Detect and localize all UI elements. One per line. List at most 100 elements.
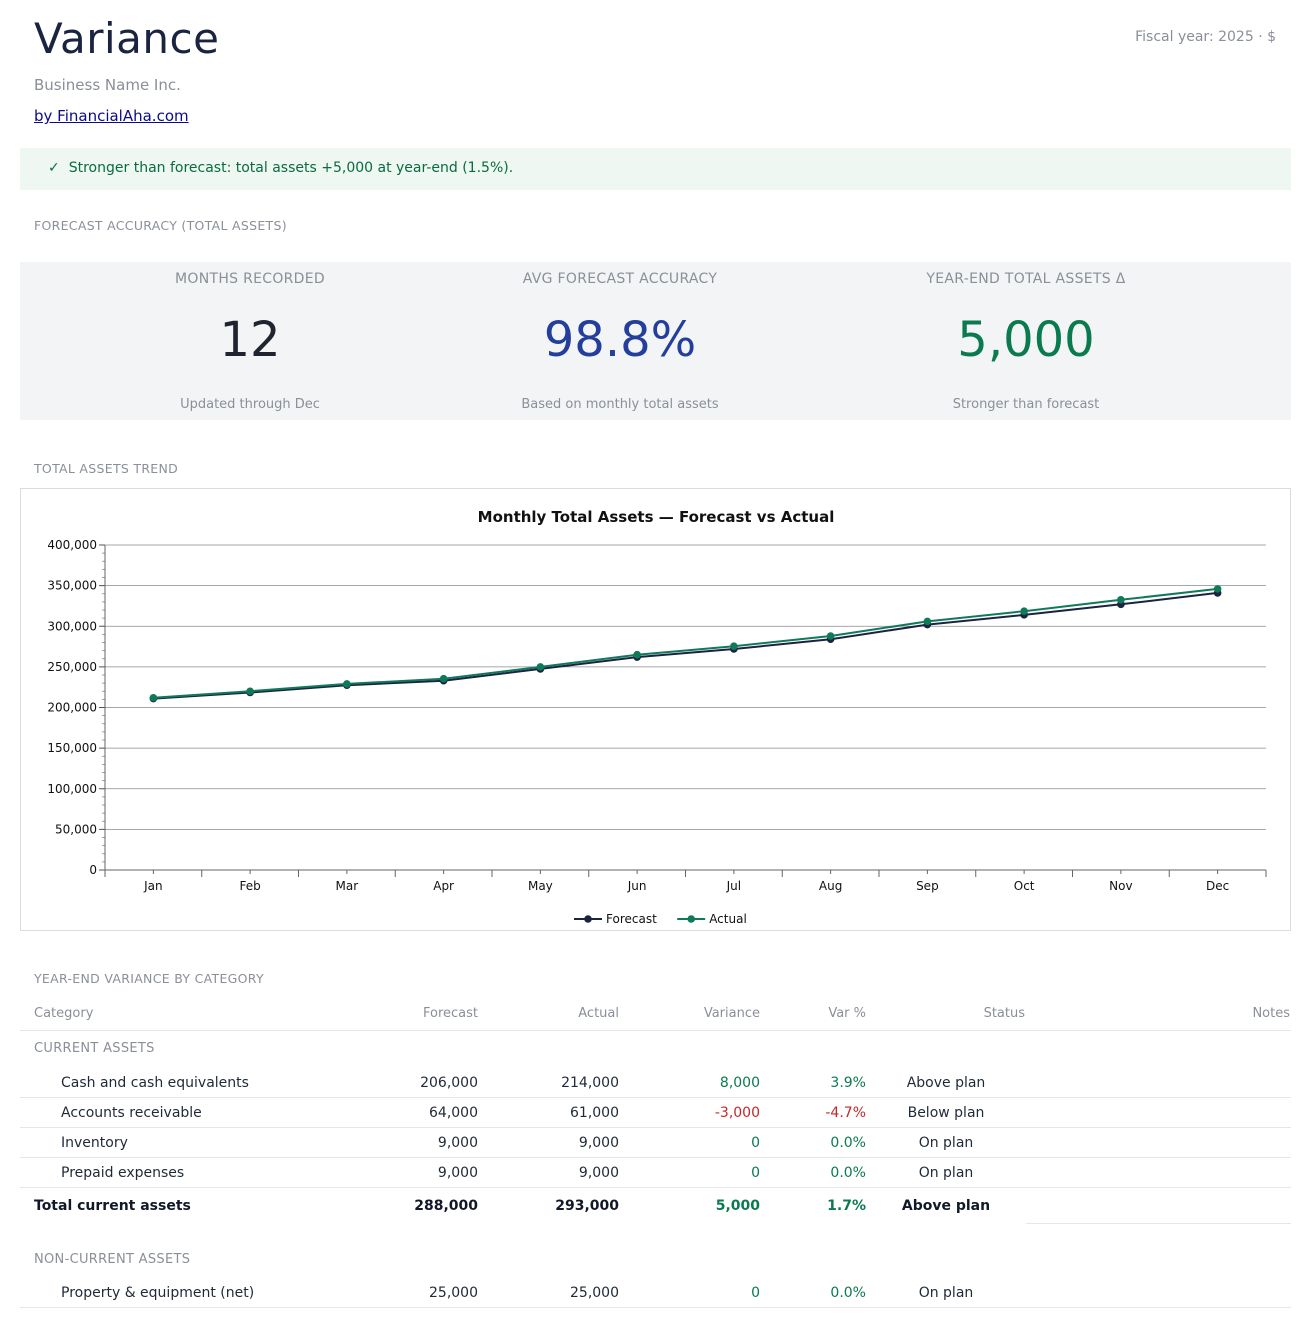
col-header-var-pct: Var % [828,1006,866,1021]
table-row: Cash and cash equivalents 206,000 214,000 8… [20,1068,1291,1098]
kpi-label: YEAR-END TOTAL ASSETS Δ [926,271,1126,287]
total-notes-cell [1026,1188,1291,1224]
status-banner: ✓ Stronger than forecast: total assets +5… [20,148,1291,190]
cell-actual: 25,000 [570,1285,619,1301]
chart-title: Monthly Total Assets — Forecast vs Actua… [478,508,835,526]
y-tick-label: 300,000 [47,619,97,633]
cell-var-pct: -4.7% [825,1105,866,1121]
y-tick-label: 150,000 [47,741,97,755]
data-point-actual [730,642,738,650]
cell-status: Below plan [907,1105,985,1121]
cell-actual: 293,000 [555,1198,619,1214]
kpi-label: MONTHS RECORDED [175,271,325,287]
cell-category: Inventory [61,1135,128,1151]
col-header-variance: Variance [703,1006,760,1021]
series-line-actual [153,587,1218,699]
cell-forecast: 25,000 [429,1285,478,1301]
section-label-trend: TOTAL ASSETS TREND [34,461,179,476]
x-tick-label: Feb [240,879,261,893]
x-tick-label: May [528,879,553,893]
series-line-forecast [153,591,1218,700]
page-title: Variance [34,14,220,63]
table-row: Property & equipment (net) 25,000 25,000 0 0… [20,1278,1291,1308]
cell-category: Prepaid expenses [61,1165,185,1181]
x-tick-label: Sep [916,879,939,893]
table-row: Prepaid expenses 9,000 9,000 0 0.0% On plan [20,1158,1291,1188]
data-point-actual [536,663,545,671]
section-label-variance: YEAR-END VARIANCE BY CATEGORY [34,971,264,986]
cell-status: On plan [918,1285,974,1301]
check-icon: ✓ [48,160,60,176]
cell-category: Property & equipment (net) [61,1285,255,1301]
y-tick-label: 50,000 [55,822,97,836]
trend-chart: Monthly Total Assets — Forecast vs Actua… [20,488,1291,931]
data-point-actual [923,617,932,626]
col-header-notes: Notes [1252,1006,1290,1021]
cell-actual: 9,000 [578,1165,619,1181]
total-row-current: Total current assets 288,000 293,000 5,0… [20,1188,1026,1224]
kpi-band: MONTHS RECORDED 12 Updated through Dec A… [20,262,1291,420]
data-point-actual [1117,596,1125,604]
kpi-year-end-delta: YEAR-END TOTAL ASSETS Δ 5,000 Stronger t… [836,262,1216,420]
cell-variance: 8,000 [719,1075,760,1091]
cell-status: On plan [918,1135,974,1151]
cell-variance: 0 [751,1285,760,1301]
kpi-subtext: Updated through Dec [180,397,320,412]
cell-var-pct: 3.9% [830,1075,866,1091]
banner-text: Stronger than forecast: total assets +5,… [68,160,514,176]
cell-variance: 0 [751,1165,760,1181]
cell-actual: 61,000 [570,1105,619,1121]
col-header-status: Status [983,1006,1025,1021]
business-name: Business Name Inc. [34,76,181,94]
kpi-label: AVG FORECAST ACCURACY [522,271,718,287]
legend-label-actual: Actual [709,912,747,926]
cell-forecast: 206,000 [420,1075,478,1091]
col-header-category: Category [34,1006,94,1021]
section-label-accuracy: FORECAST ACCURACY (TOTAL ASSETS) [34,218,287,233]
cell-variance: -3,000 [714,1105,760,1121]
group-label-noncurrent: NON-CURRENT ASSETS [34,1252,191,1267]
y-tick-label: 200,000 [47,701,97,715]
col-header-actual: Actual [578,1006,619,1021]
y-tick-label: 250,000 [47,660,97,674]
cell-var-pct: 1.7% [827,1198,866,1214]
legend-label-forecast: Forecast [606,912,657,926]
kpi-subtext: Based on monthly total assets [521,397,719,412]
cell-var-pct: 0.0% [830,1285,866,1301]
cell-forecast: 9,000 [437,1165,478,1181]
x-tick-label: Jun [627,879,647,893]
cell-variance: 5,000 [715,1198,760,1214]
cell-forecast: 9,000 [437,1135,478,1151]
x-tick-label: Aug [819,879,842,893]
kpi-months-recorded: MONTHS RECORDED 12 Updated through Dec [60,262,440,420]
kpi-value: 98.8% [543,312,697,368]
x-tick-label: Nov [1109,879,1132,893]
table-row: Accounts receivable 64,000 61,000 -3,000 -4.… [20,1098,1291,1128]
cell-actual: 9,000 [578,1135,619,1151]
x-tick-label: Jan [143,879,163,893]
cell-status: Above plan [906,1075,986,1091]
x-tick-label: Apr [433,879,454,893]
trend-chart-svg: Monthly Total Assets — Forecast vs Actua… [47,508,1267,926]
kpi-avg-forecast-accuracy: AVG FORECAST ACCURACY 98.8% Based on mon… [430,262,810,420]
table-header: Category Forecast Actual Variance Var % … [20,1006,1291,1031]
legend-marker-actual [687,915,695,923]
financialaha-link[interactable]: by FinancialAha.com [34,107,189,125]
y-tick-label: 350,000 [47,579,97,593]
data-point-actual [149,693,158,702]
data-point-actual [439,674,448,683]
cell-status: On plan [918,1165,974,1181]
table-row: Inventory 9,000 9,000 0 0.0% On plan [20,1128,1291,1158]
data-point-actual [826,632,835,640]
cell-var-pct: 0.0% [830,1135,866,1151]
data-point-actual [1213,585,1222,593]
cell-status: Above plan [901,1198,991,1214]
x-tick-label: Dec [1206,879,1229,893]
x-tick-label: Jul [726,879,741,893]
kpi-subtext: Stronger than forecast [952,397,1100,412]
data-point-actual [1020,607,1028,616]
data-point-actual [633,650,641,659]
cell-forecast: 288,000 [414,1198,478,1214]
kpi-value: 5,000 [957,312,1095,368]
y-tick-label: 100,000 [47,782,97,796]
